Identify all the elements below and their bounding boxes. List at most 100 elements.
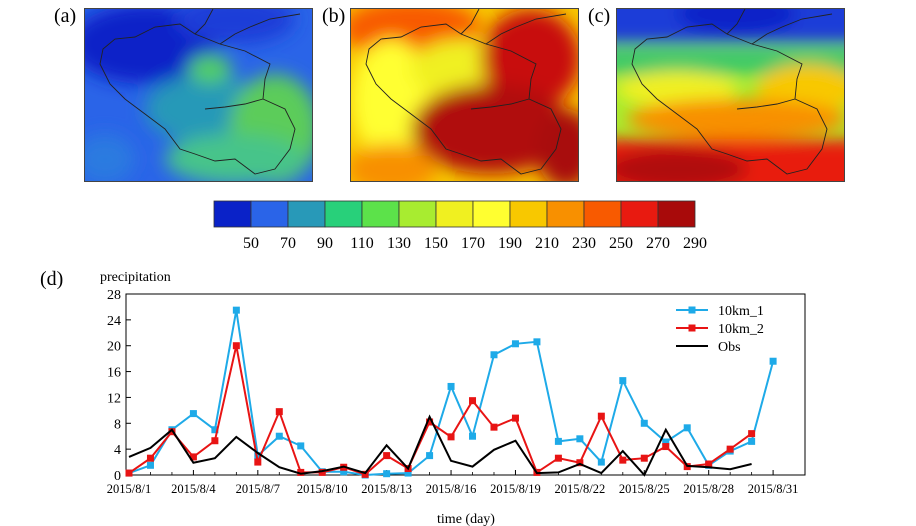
- colorbar-tick-label: 290: [683, 235, 707, 252]
- data-point-10km_2: [232, 342, 240, 350]
- x-tick-label: 2015/8/1: [107, 482, 151, 496]
- data-point-10km_1: [254, 452, 262, 460]
- panel-label-c: (c): [588, 5, 611, 27]
- series-line-Obs: [128, 414, 752, 477]
- y-tick-label: 20: [107, 340, 121, 355]
- colorbar-cell: [509, 200, 548, 228]
- map-b: [350, 8, 579, 182]
- legend-label: 10km_1: [718, 304, 764, 319]
- colorbar-tick-label: 150: [424, 235, 448, 252]
- y-tick-label: 8: [114, 417, 121, 432]
- data-point-10km_1: [597, 458, 605, 466]
- y-tick-label: 16: [107, 366, 121, 381]
- x-tick-label: 2015/8/25: [619, 482, 670, 496]
- colorbar-cell: [435, 200, 474, 228]
- colorbar-tick-label: 90: [317, 235, 333, 252]
- colorbar-cell: [361, 200, 400, 228]
- data-point-10km_1: [469, 432, 477, 440]
- data-point-10km_2: [576, 459, 584, 467]
- data-point-10km_1: [683, 424, 691, 432]
- colorbar-tick-label: 270: [646, 235, 670, 252]
- data-point-10km_1: [726, 447, 734, 455]
- data-point-10km_1: [361, 471, 369, 479]
- colorbar-cell: [250, 200, 289, 228]
- data-point-10km_2: [361, 470, 369, 478]
- plot-frame: [125, 293, 806, 476]
- data-point-10km_1: [125, 469, 133, 477]
- data-point-10km_2: [168, 428, 176, 436]
- map-a: [84, 8, 313, 182]
- colorbar-tick-label: 70: [280, 235, 296, 252]
- x-tick-label: 2015/8/4: [171, 482, 216, 496]
- data-point-10km_1: [554, 437, 562, 445]
- x-tick-label: 2015/8/7: [236, 482, 280, 496]
- data-point-10km_1: [769, 357, 777, 365]
- data-point-10km_2: [447, 433, 455, 441]
- map-c: [616, 8, 845, 182]
- data-point-10km_2: [554, 454, 562, 462]
- data-point-10km_2: [748, 430, 756, 438]
- colorbar-cell: [583, 200, 622, 228]
- panel-label-b: (b): [322, 5, 346, 27]
- data-point-10km_1: [340, 468, 348, 476]
- data-point-10km_2: [511, 414, 519, 422]
- data-point-10km_1: [533, 338, 541, 346]
- y-tick-label: 12: [107, 391, 121, 406]
- colorbar-cell: [472, 200, 511, 228]
- colorbar-tick-label: 170: [461, 235, 485, 252]
- y-tick-label: 28: [107, 288, 121, 303]
- data-point-10km_2: [275, 408, 283, 416]
- data-point-10km_2: [726, 445, 734, 453]
- data-point-10km_1: [511, 340, 519, 348]
- colorbar-cell: [546, 200, 585, 228]
- data-point-10km_1: [168, 426, 176, 434]
- legend-label: 10km_2: [718, 322, 764, 337]
- x-tick-label: 2015/8/19: [490, 482, 541, 496]
- data-point-10km_2: [318, 468, 326, 476]
- data-point-10km_1: [576, 435, 584, 443]
- data-point-10km_1: [748, 437, 756, 445]
- data-point-10km_1: [275, 432, 283, 440]
- data-point-10km_1: [619, 377, 627, 385]
- data-point-10km_2: [683, 463, 691, 471]
- data-point-10km_2: [469, 397, 477, 405]
- y-tick-label: 4: [114, 443, 121, 458]
- data-point-10km_1: [297, 442, 305, 450]
- data-point-10km_1: [426, 452, 434, 460]
- data-point-10km_2: [254, 458, 262, 466]
- data-point-10km_1: [404, 469, 412, 477]
- x-tick-label: 2015/8/28: [683, 482, 734, 496]
- data-point-10km_1: [318, 468, 326, 476]
- data-point-10km_2: [211, 437, 219, 445]
- colorbar-cell: [398, 200, 437, 228]
- x-tick-label: 2015/8/22: [555, 482, 606, 496]
- data-point-10km_2: [125, 469, 133, 477]
- x-tick-label: 2015/8/13: [361, 482, 412, 496]
- x-tick-label: 2015/8/31: [748, 482, 799, 496]
- data-point-10km_2: [426, 418, 434, 426]
- data-point-10km_2: [705, 460, 713, 468]
- panel-label-d: (d): [40, 268, 64, 290]
- panel-label-a: (a): [54, 5, 77, 27]
- data-point-10km_2: [662, 443, 670, 451]
- data-point-10km_2: [297, 468, 305, 476]
- data-point-10km_2: [490, 423, 498, 431]
- data-point-10km_2: [619, 456, 627, 464]
- y-tick-label: 0: [114, 469, 121, 484]
- legend-marker: [688, 324, 696, 332]
- data-point-10km_2: [189, 453, 197, 461]
- colorbar-cell: [657, 200, 696, 228]
- series-line-10km_1: [128, 310, 775, 477]
- data-point-10km_1: [146, 461, 154, 469]
- data-point-10km_2: [340, 463, 348, 471]
- colorbar-cell: [324, 200, 363, 228]
- legend-label: Obs: [718, 340, 741, 355]
- legend-marker: [688, 306, 696, 314]
- colorbar-cell: [287, 200, 326, 228]
- colorbar-tick-label: 250: [609, 235, 633, 252]
- colorbar-tick-label: 190: [498, 235, 522, 252]
- series-line-10km_2: [128, 345, 753, 476]
- y-axis-label: precipitation: [100, 270, 171, 285]
- data-point-10km_1: [232, 306, 240, 314]
- colorbar-cell: [620, 200, 659, 228]
